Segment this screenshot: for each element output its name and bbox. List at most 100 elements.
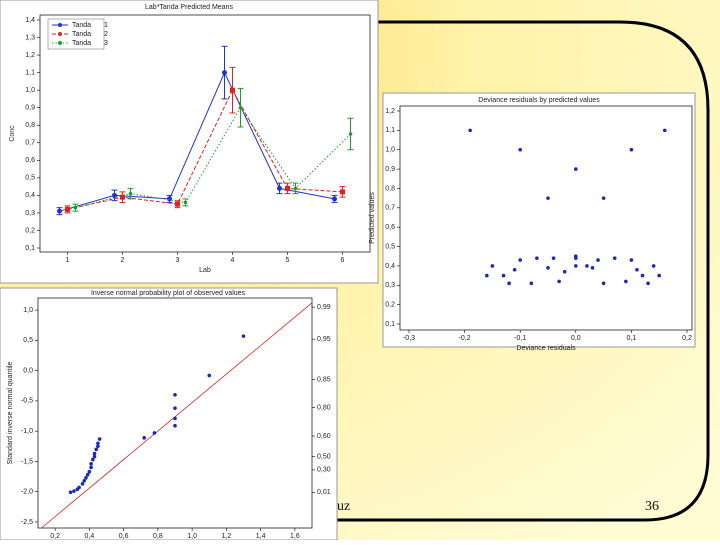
legend-marker	[58, 23, 62, 27]
y2-tick-label: 0,95	[317, 336, 331, 343]
y-tick-label: -0,5	[21, 398, 33, 405]
point	[468, 128, 472, 133]
y-tick-label: -1,0	[21, 428, 33, 435]
marker	[238, 105, 243, 110]
y-tick-label: 0,6	[25, 157, 35, 164]
legend-label: Tanda	[72, 40, 91, 47]
y-tick-label: -1,5	[21, 458, 33, 465]
x-axis-label: Deviance residuals	[516, 345, 576, 352]
y-tick-label: 0,3	[25, 210, 35, 217]
y2-tick-label: 0,50	[317, 453, 331, 460]
point	[518, 258, 522, 262]
x-tick-label: 1	[66, 257, 70, 264]
y-tick-label: 1,4	[25, 17, 35, 24]
y-axis-label: Predicted values	[369, 192, 376, 244]
point	[84, 475, 88, 480]
chart-title: Lab*Tanda Predicted Means	[145, 4, 233, 11]
y-tick-label: 0,3	[385, 282, 395, 289]
marker	[73, 205, 78, 210]
legend-label: Tanda	[72, 22, 91, 29]
point	[646, 281, 650, 286]
marker	[277, 185, 282, 191]
point	[96, 441, 100, 446]
y-tick-label: 1,1	[385, 127, 395, 134]
y-tick-label: 0,7	[25, 140, 35, 147]
point	[629, 258, 634, 262]
y2-tick-label: 0,99	[317, 304, 331, 311]
point	[490, 264, 495, 268]
x-tick-label: 3	[176, 257, 180, 264]
point	[87, 469, 92, 474]
y-tick-label: 1,2	[385, 108, 395, 115]
page-number: 36	[645, 499, 659, 514]
y-tick-label: 1,0	[25, 87, 35, 94]
y2-tick-label: 0,01	[317, 489, 331, 496]
marker	[340, 189, 345, 195]
point	[612, 256, 617, 260]
point	[551, 256, 556, 260]
y2-tick-label: 0,80	[317, 404, 331, 411]
point	[562, 269, 567, 274]
reference-line	[41, 302, 313, 529]
y-axis-label: Conc	[9, 125, 16, 142]
legend-level: 2	[104, 31, 108, 38]
panel	[0, 0, 379, 284]
y-tick-label: 0,4	[25, 192, 35, 199]
point	[97, 437, 102, 441]
x-tick-label: 6	[341, 257, 345, 264]
point	[173, 423, 177, 428]
legend-label: Tanda	[72, 31, 91, 38]
x-tick-label: 1,4	[256, 533, 266, 540]
marker	[183, 200, 188, 205]
point	[96, 444, 100, 449]
marker	[128, 191, 133, 196]
y-tick-label: 0,4	[385, 263, 395, 270]
point	[574, 254, 578, 259]
point	[82, 478, 87, 483]
panel	[382, 92, 696, 348]
plot-frame	[37, 297, 313, 529]
point	[585, 264, 589, 268]
y-tick-label: 0,2	[25, 227, 35, 234]
point	[80, 482, 85, 486]
marker	[230, 87, 235, 93]
y2-tick-label: 0,85	[317, 377, 331, 384]
x-tick-label: 0,0	[571, 335, 581, 342]
point	[601, 196, 606, 200]
y2-tick-label: 0,30	[317, 467, 331, 474]
chart-title: Deviance residuals by predicted values	[478, 97, 600, 104]
point	[92, 451, 97, 456]
legend-box	[47, 18, 105, 50]
marker	[285, 185, 290, 191]
y-tick-label: 0,8	[385, 185, 395, 192]
panel	[0, 287, 338, 541]
point	[85, 472, 90, 477]
x-tick-label: 0,6	[119, 533, 129, 540]
point	[629, 147, 634, 152]
y-tick-label: 1,2	[25, 52, 35, 59]
marker	[65, 206, 70, 212]
point	[635, 267, 639, 272]
x-axis-label: Lab	[199, 267, 211, 274]
point	[590, 266, 595, 270]
x-tick-label: 0,2	[50, 533, 60, 540]
y-tick-label: 0,1	[385, 321, 395, 328]
point	[574, 264, 578, 268]
point	[207, 373, 212, 378]
x-tick-label: -0,2	[459, 335, 471, 342]
x-tick-label: 2	[121, 257, 125, 264]
point	[601, 281, 606, 286]
y-tick-label: 0,1	[25, 245, 35, 252]
point	[535, 256, 539, 260]
marker	[120, 194, 125, 200]
y-tick-label: 1,0	[385, 147, 395, 154]
point	[94, 447, 99, 452]
point	[173, 406, 177, 410]
legend-marker	[58, 32, 62, 36]
point	[518, 147, 522, 152]
point	[89, 462, 93, 466]
y-tick-label: 0,2	[385, 301, 395, 308]
y-tick-label: 1,3	[25, 34, 35, 41]
point	[241, 334, 246, 338]
point	[89, 465, 93, 470]
